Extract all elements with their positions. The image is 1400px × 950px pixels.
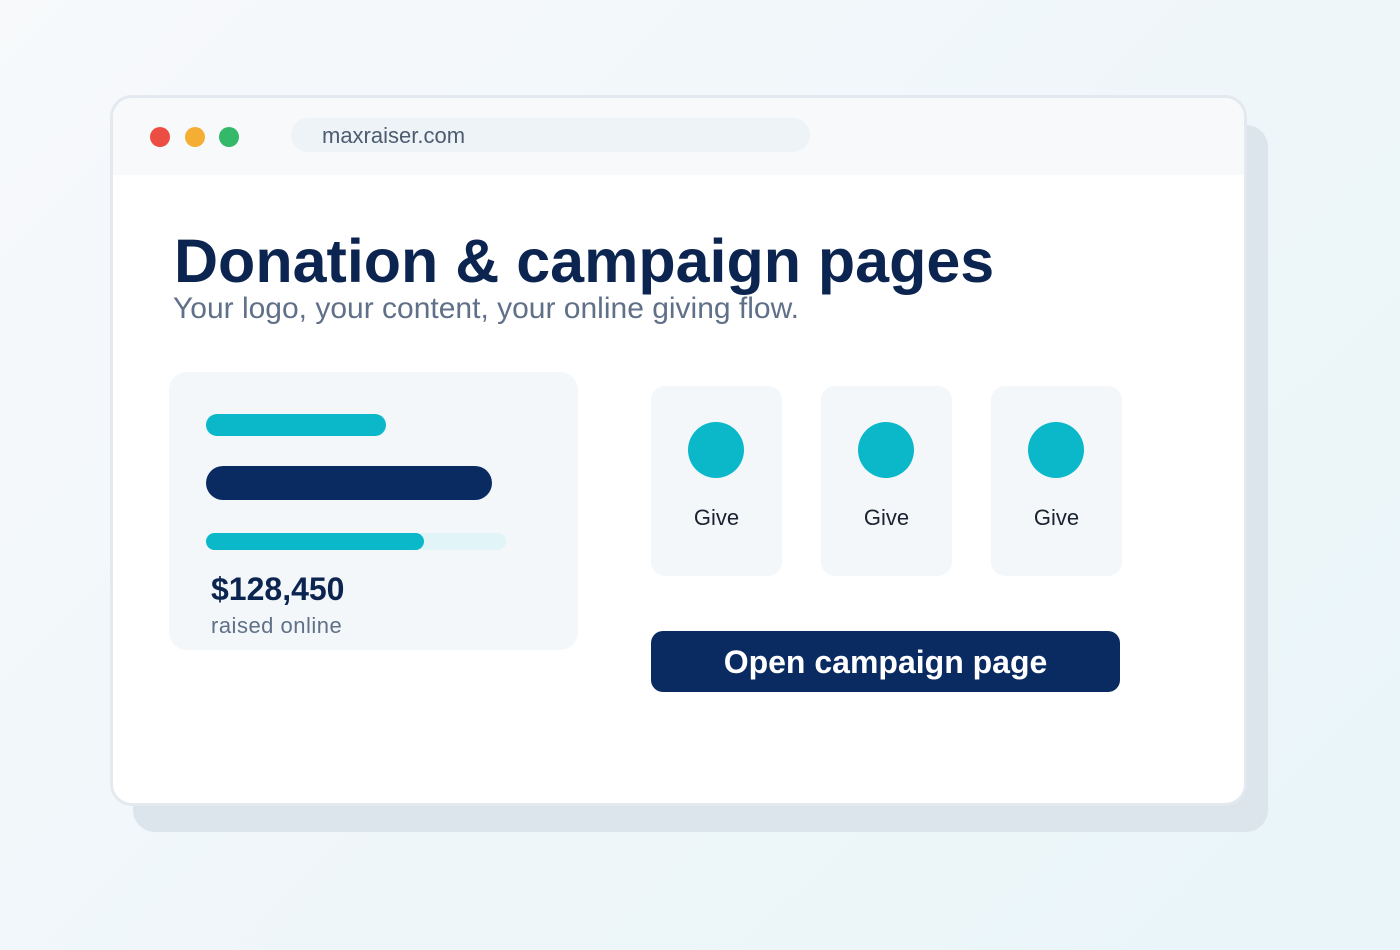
- give-icon: [858, 422, 914, 478]
- browser-toolbar: maxraiser.com: [113, 98, 1244, 175]
- give-label: Give: [863, 505, 910, 530]
- give-option[interactable]: Give: [821, 386, 952, 576]
- give-label: Give: [1033, 505, 1080, 530]
- give-icon: [688, 422, 744, 478]
- placeholder-line: [206, 414, 386, 436]
- close-dot[interactable]: [150, 127, 170, 147]
- amount-raised: $128,450: [211, 571, 345, 607]
- give-option[interactable]: Give: [651, 386, 782, 576]
- hero-subtitle: Your logo, your content, your online giv…: [173, 292, 799, 325]
- cta-button[interactable]: Open campaign page: [651, 631, 1120, 692]
- minimize-dot[interactable]: [185, 127, 205, 147]
- address-bar[interactable]: maxraiser.com: [291, 118, 810, 152]
- give-label: Give: [693, 505, 740, 530]
- give-icon: [1028, 422, 1084, 478]
- amount-caption: raised online: [211, 613, 343, 638]
- hero-title: Donation & campaign pages: [174, 227, 995, 295]
- maximize-dot[interactable]: [219, 127, 239, 147]
- progress-fill: [206, 533, 424, 550]
- give-option[interactable]: Give: [991, 386, 1122, 576]
- placeholder-line: [206, 466, 492, 500]
